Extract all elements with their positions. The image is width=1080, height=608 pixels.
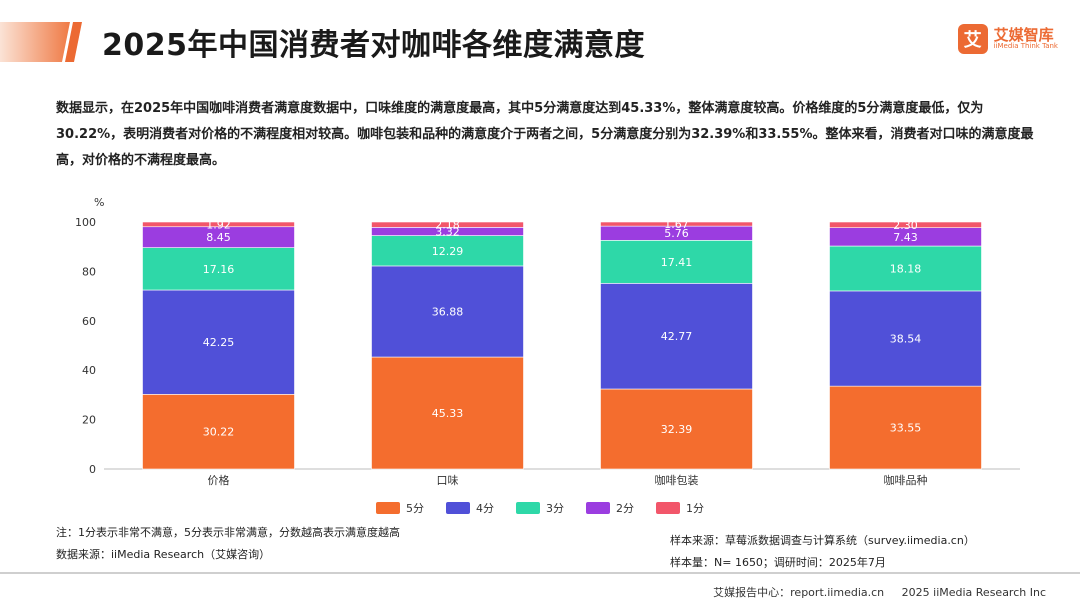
bar-segment [142, 394, 295, 470]
sample-size: 样本量：N= 1650；调研时间：2025年7月 [670, 556, 886, 569]
bar-segment [600, 221, 753, 227]
bar-segment [829, 245, 982, 292]
data-label: 38.54 [890, 333, 922, 346]
data-label: 8.45 [206, 231, 231, 244]
data-label: 2.30 [893, 219, 918, 232]
bar-segment [371, 265, 524, 358]
footer-copyright: 2025 iiMedia Research Inc [901, 586, 1046, 599]
footer: 艾媒报告中心：report.iimedia.cn 2025 iiMedia Re… [699, 584, 1046, 600]
legend-item: 4分 [446, 500, 494, 516]
y-tick-label: 60 [82, 315, 96, 328]
legend-item: 3分 [516, 500, 564, 516]
bar-segment [142, 221, 295, 228]
data-label: 18.18 [890, 262, 922, 275]
data-label: 32.39 [661, 423, 693, 436]
brand-logo: 艾 艾媒智库 iiMedia Think Tank [957, 24, 1058, 54]
legend-item: 5分 [376, 500, 424, 516]
footer-divider [0, 572, 1080, 574]
legend-label: 4分 [476, 502, 494, 515]
bar-segment [600, 388, 753, 470]
data-label: 3.32 [435, 225, 460, 238]
description-text: 数据显示，在2025年中国咖啡消费者满意度数据中，口味维度的满意度最高，其中5分… [56, 101, 1034, 168]
data-label: 1.67 [664, 218, 689, 231]
data-label: 12.29 [432, 245, 464, 258]
data-label: 2.18 [435, 219, 460, 232]
y-tick-label: 80 [82, 265, 96, 278]
x-tick-label: 口味 [437, 474, 459, 487]
data-label: 42.25 [203, 336, 235, 349]
data-label: 33.55 [890, 422, 922, 435]
chart-legend: 5分 4分 3分 2分 1分 [0, 500, 1080, 516]
legend-swatch [446, 502, 470, 514]
brand-name: 艾媒智库 [993, 25, 1054, 44]
footnote: 注：1分表示非常不满意，5分表示非常满意，分数越高表示满意度越高 [56, 526, 400, 539]
legend-item: 1分 [656, 500, 704, 516]
y-tick-label: 40 [82, 364, 96, 377]
bar-segment [142, 289, 295, 395]
y-tick-label: 100 [75, 216, 96, 229]
page-title: 2025年中国消费者对咖啡各维度满意度 [102, 28, 645, 63]
data-label: 17.16 [203, 263, 235, 276]
header-decoration [0, 22, 82, 62]
y-axis-unit-label: % [94, 196, 104, 209]
legend-item: 2分 [586, 500, 634, 516]
legend-label: 2分 [616, 502, 634, 515]
brand-subtitle: iiMedia Think Tank [993, 42, 1058, 51]
data-label: 36.88 [432, 305, 464, 318]
data-label: 42.77 [661, 330, 693, 343]
data-label: 30.22 [203, 426, 235, 439]
y-tick-label: 0 [89, 463, 96, 476]
y-tick-label: 20 [82, 414, 96, 427]
data-label: 17.41 [661, 256, 693, 269]
data-source: 数据来源：iiMedia Research（艾媒咨询） [56, 548, 271, 561]
legend-label: 1分 [686, 502, 704, 515]
bar-segment [142, 247, 295, 291]
legend-swatch [516, 502, 540, 514]
bar-segment [371, 221, 524, 228]
legend-swatch [656, 502, 680, 514]
legend-swatch [586, 502, 610, 514]
data-label: 5.76 [664, 227, 689, 240]
x-tick-label: 咖啡包装 [655, 473, 699, 487]
brand-logo-icon: 艾 [957, 24, 988, 54]
legend-label: 5分 [406, 502, 424, 515]
x-tick-label: 价格 [208, 473, 230, 487]
bar-segment [829, 221, 982, 228]
bar-segment [371, 356, 524, 470]
legend-swatch [376, 502, 400, 514]
bar-segment [600, 283, 753, 390]
bar-segment [371, 235, 524, 267]
bar-segment [600, 240, 753, 284]
data-label: 45.33 [432, 407, 464, 420]
x-tick-label: 咖啡品种 [884, 473, 928, 487]
legend-label: 3分 [546, 502, 564, 515]
bar-segment [829, 385, 982, 470]
data-label: 1.92 [206, 218, 231, 231]
bar-segment [829, 290, 982, 387]
sample-source: 样本来源：草莓派数据调查与计算系统（survey.iimedia.cn） [670, 534, 975, 547]
footer-report-center: 艾媒报告中心：report.iimedia.cn [713, 586, 885, 599]
data-label: 7.43 [893, 231, 918, 244]
